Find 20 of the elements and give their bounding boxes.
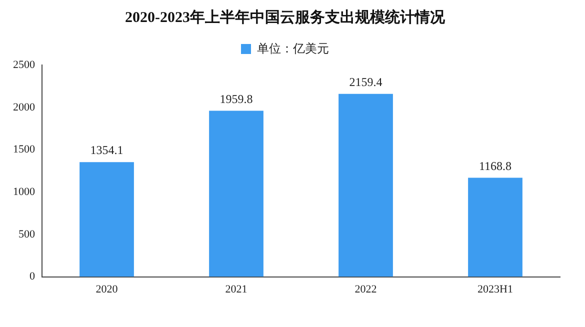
x-tick-label: 2022 xyxy=(354,283,377,296)
bar xyxy=(468,178,522,277)
y-tick-label: 2000 xyxy=(13,101,36,114)
data-label: 1959.8 xyxy=(220,92,253,106)
data-label: 2159.4 xyxy=(349,75,382,90)
x-tick-label: 2023H1 xyxy=(478,283,513,296)
y-tick-label: 1500 xyxy=(13,144,36,156)
x-tick-label: 2020 xyxy=(96,283,118,296)
bar xyxy=(338,94,393,277)
y-tick-label: 0 xyxy=(30,270,36,283)
data-label: 1168.8 xyxy=(478,158,512,173)
data-label: 1354.1 xyxy=(90,143,124,158)
y-tick-label: 500 xyxy=(18,228,36,240)
bar xyxy=(80,162,134,277)
chart-title: 2020-2023年上半年中国云服务支出规模统计情况 xyxy=(125,8,446,26)
bar xyxy=(209,110,264,277)
x-tick-label: 2021 xyxy=(225,283,248,296)
y-tick-label: 2500 xyxy=(13,58,36,71)
legend-label: 单位：亿美元 xyxy=(257,41,329,56)
y-tick-label: 1000 xyxy=(13,186,36,198)
